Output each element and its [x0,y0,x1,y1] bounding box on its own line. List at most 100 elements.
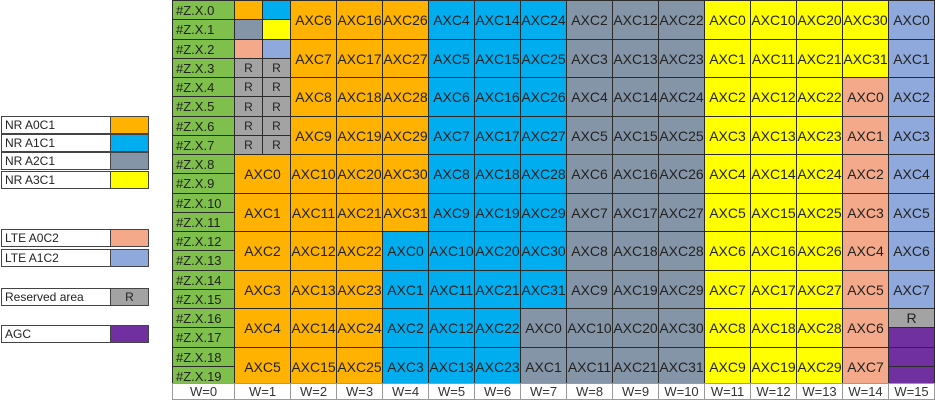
axc-cell: AXC4 [888,154,935,194]
axc-cell: AXC27 [520,116,567,155]
slot-cell [888,347,935,367]
axc-cell: AXC7 [428,116,475,155]
axc-cell: AXC21 [796,39,843,78]
axc-cell: AXC5 [428,39,475,78]
axc-cell: AXC7 [704,270,751,309]
slot-cell [262,39,291,59]
axc-cell: AXC21 [612,347,659,386]
column-label: W=4 [382,383,429,400]
reserved-cell: R [234,77,263,97]
axc-cell: AXC8 [290,77,337,117]
column-label: W=14 [842,383,889,400]
axc-cell: AXC9 [704,347,751,386]
axc-cell: AXC18 [612,231,659,271]
axc-cell: AXC30 [382,154,429,194]
axc-cell: AXC21 [474,270,521,309]
axc-cell: AXC4 [704,154,751,194]
column-label: W=3 [336,383,383,400]
axc-cell: AXC0 [520,308,567,348]
axc-cell: AXC12 [750,77,797,117]
axc-cell: AXC5 [234,347,291,386]
axc-cell: AXC0 [234,154,291,194]
axc-cell: AXC6 [290,0,337,40]
axc-cell: AXC18 [750,308,797,348]
reserved-cell: R [262,116,291,136]
axc-cell: AXC12 [612,0,659,40]
axc-cell: AXC24 [796,154,843,194]
axc-cell: AXC7 [566,193,613,232]
reserved-cell: R [234,58,263,78]
axc-cell: AXC28 [382,77,429,117]
axc-cell: AXC23 [474,347,521,386]
axc-cell: AXC18 [474,154,521,194]
legend-label: NR A1C1 [1,134,111,152]
axc-cell: AXC10 [290,154,337,194]
slot-cell [234,19,263,40]
axc-cell: AXC1 [234,193,291,232]
legend-swatch [110,116,149,134]
axc-cell: AXC17 [474,116,521,155]
axc-cell: AXC22 [336,231,383,271]
axc-cell: AXC26 [382,0,429,40]
row-label: #Z.X.17 [172,327,235,348]
row-label: #Z.X.1 [172,19,235,40]
axc-cell: AXC0 [842,77,889,117]
axc-cell: AXC14 [290,308,337,348]
column-label: W=9 [612,383,659,400]
axc-cell: AXC13 [612,39,659,78]
axc-cell: AXC7 [842,347,889,386]
legend-swatch [110,249,149,267]
legend-label: LTE A1C2 [1,249,111,267]
row-label: #Z.X.5 [172,96,235,117]
axc-cell: AXC19 [474,193,521,232]
axc-cell: AXC18 [336,77,383,117]
column-label: W=5 [428,383,475,400]
column-label: W=13 [796,383,843,400]
slot-cell [234,0,263,20]
axc-cell: AXC24 [336,308,383,348]
axc-cell: AXC23 [658,39,705,78]
axc-cell: AXC15 [290,347,337,386]
axc-cell: AXC31 [520,270,567,309]
axc-cell: AXC8 [428,154,475,194]
column-label: W=2 [290,383,337,400]
axc-cell: AXC22 [796,77,843,117]
reserved-cell: R [234,135,263,155]
axc-cell: AXC20 [336,154,383,194]
reserved-cell: R [262,96,291,117]
row-label: #Z.X.11 [172,212,235,232]
slot-cell [262,0,291,20]
axc-cell: AXC9 [428,193,475,232]
axc-cell: AXC3 [842,193,889,232]
axc-cell: AXC15 [474,39,521,78]
axc-cell: AXC14 [750,154,797,194]
column-label: W=0 [172,383,235,400]
axc-cell: AXC26 [796,231,843,271]
axc-cell: AXC13 [750,116,797,155]
axc-cell: AXC2 [704,77,751,117]
axc-cell: AXC24 [520,0,567,40]
axc-cell: AXC13 [290,270,337,309]
row-label: #Z.X.18 [172,347,235,367]
reserved-cell: R [262,135,291,155]
axc-cell: AXC3 [382,347,429,386]
axc-cell: AXC25 [796,193,843,232]
axc-cell: AXC14 [612,77,659,117]
axc-cell: AXC19 [612,270,659,309]
axc-cell: AXC20 [474,231,521,271]
axc-cell: AXC11 [428,270,475,309]
axc-cell: AXC26 [520,77,567,117]
column-label: W=8 [566,383,613,400]
axc-cell: AXC0 [888,0,935,40]
row-label: #Z.X.3 [172,58,235,78]
reserved-cell: R [888,308,935,328]
column-label: W=6 [474,383,521,400]
axc-cell: AXC2 [842,154,889,194]
axc-cell: AXC19 [750,347,797,386]
axc-cell: AXC9 [290,116,337,155]
axc-cell: AXC12 [290,231,337,271]
slot-cell [888,327,935,348]
reserved-cell: R [262,77,291,97]
row-label: #Z.X.2 [172,39,235,59]
axc-cell: AXC27 [382,39,429,78]
